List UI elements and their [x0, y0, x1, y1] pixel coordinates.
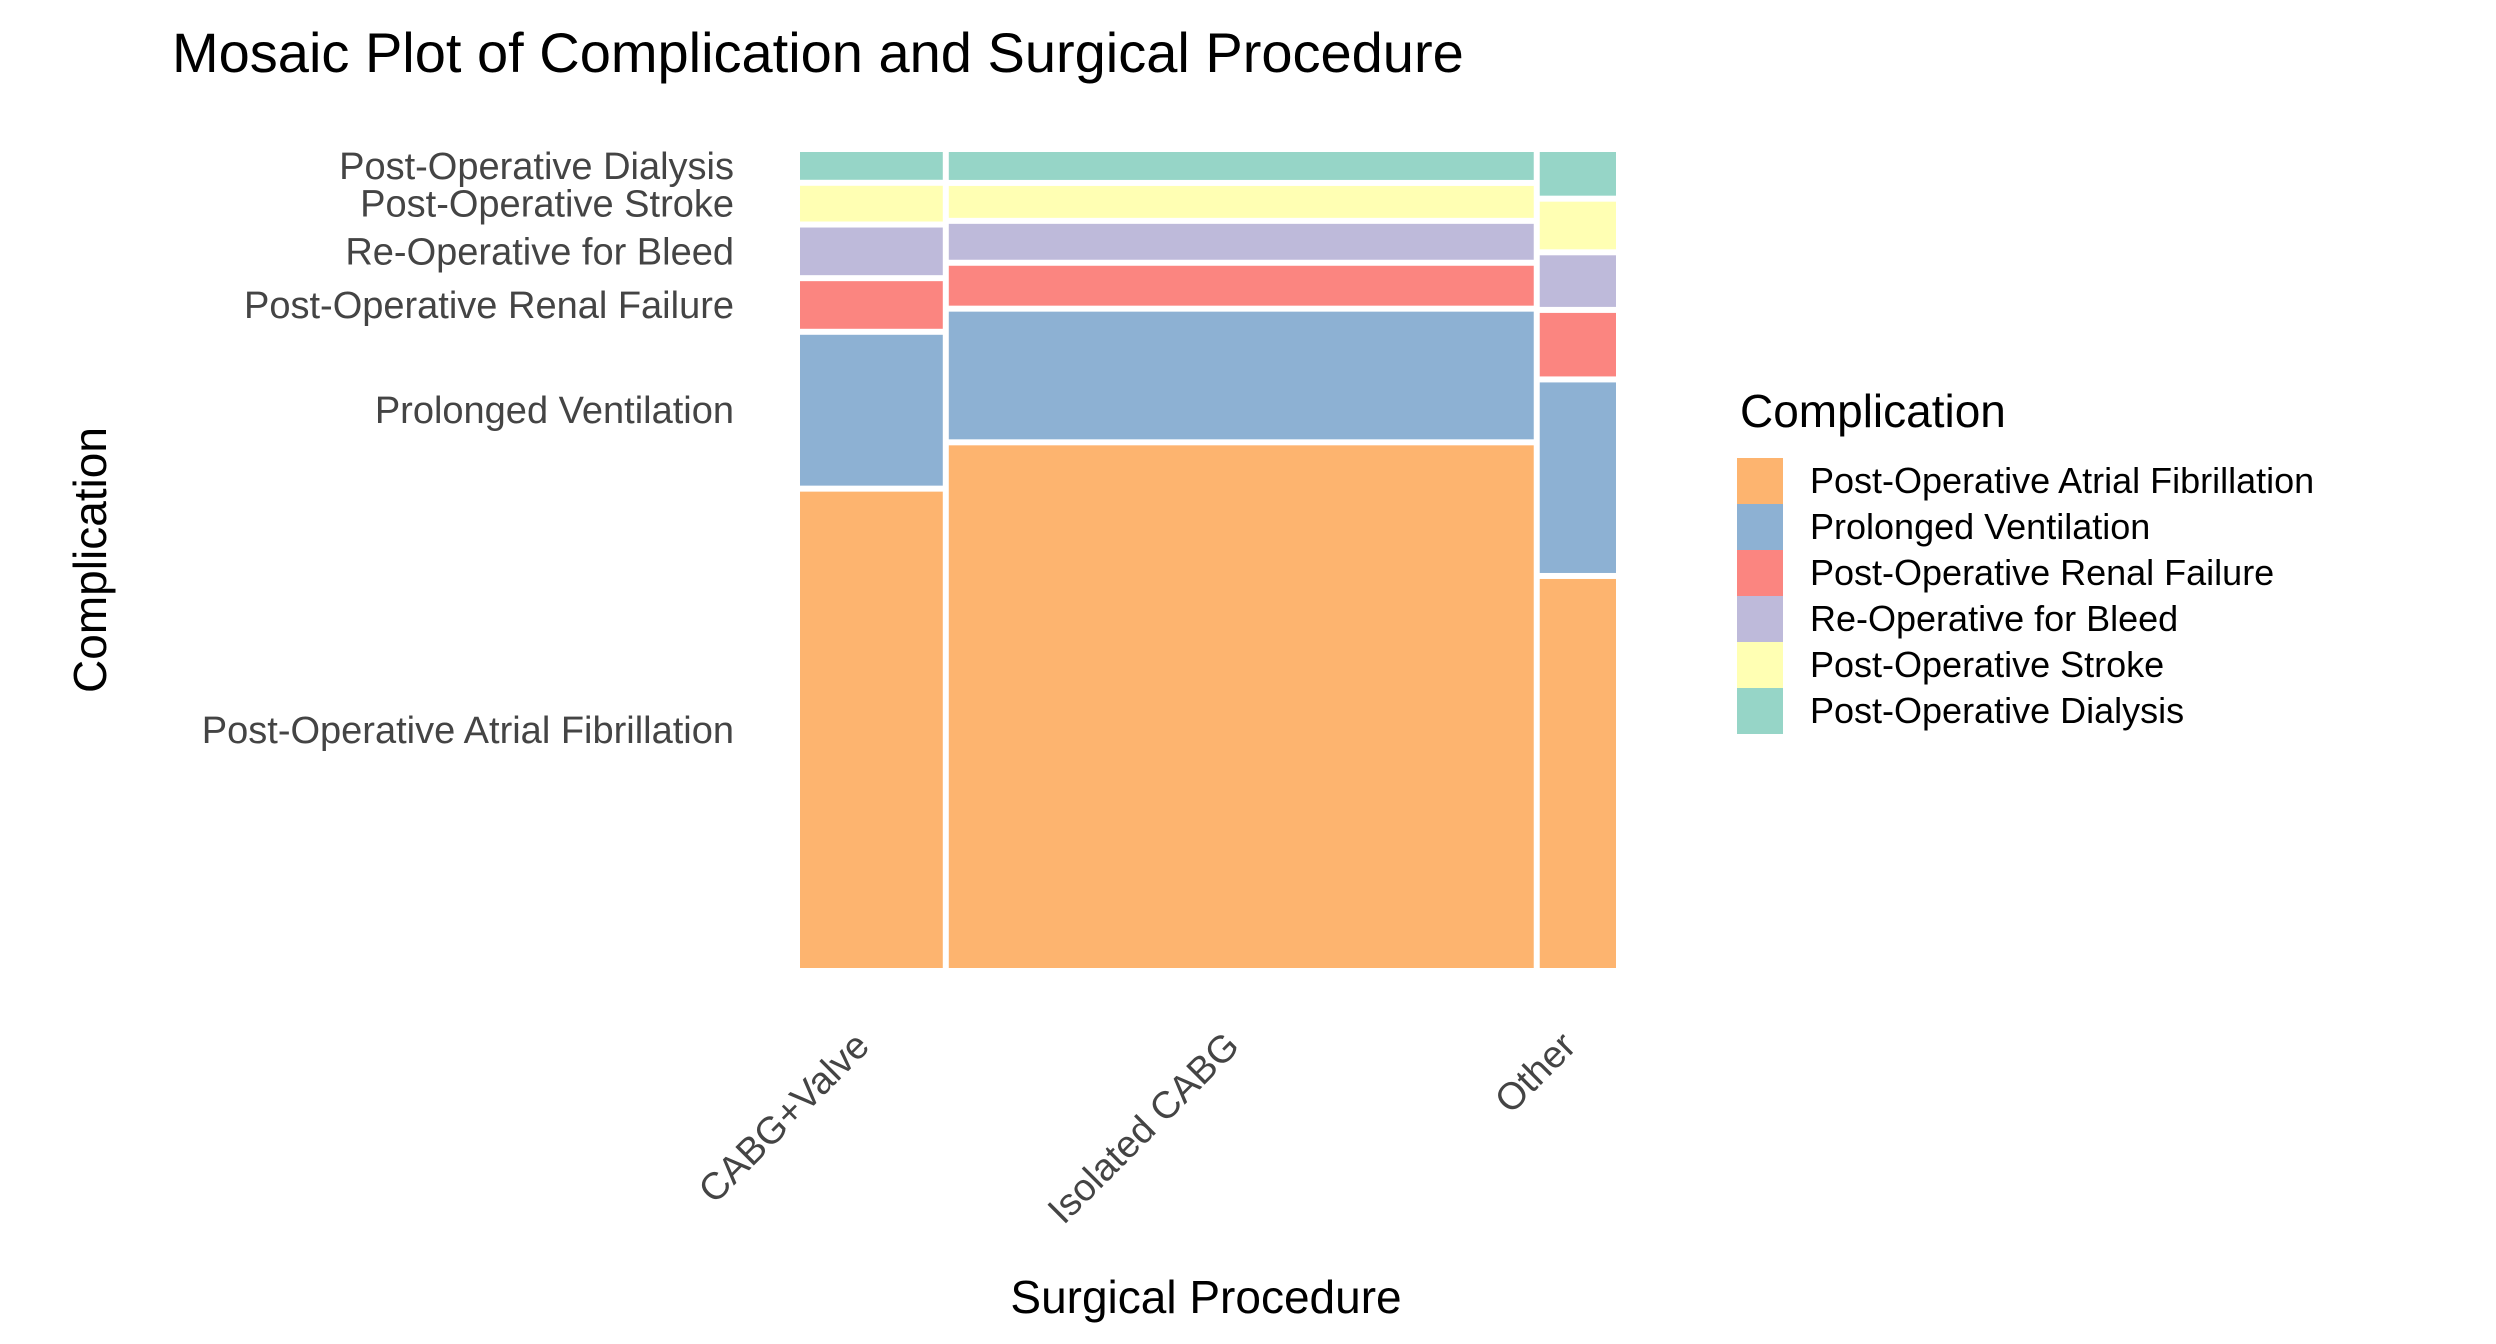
- y-tick-post-operative-stroke: Post-Operative Stroke: [360, 184, 734, 226]
- y-tick-re-operative-for-bleed: Re-Operative for Bleed: [345, 231, 734, 273]
- tile-other-post-operative-stroke: [1539, 201, 1616, 250]
- y-axis-title: Complication: [64, 427, 116, 693]
- legend-label-prolonged-ventilation: Prolonged Ventilation: [1810, 506, 2150, 547]
- tile-isolated-cabg-prolonged-ventilation: [948, 311, 1534, 440]
- legend: Complication Post-Operative Atrial Fibri…: [1737, 385, 2314, 734]
- tile-cabg-valve-post-operative-stroke: [800, 185, 943, 222]
- x-tick-cabg-valve: CABG+Valve: [691, 1025, 878, 1212]
- tile-isolated-cabg-post-operative-stroke: [948, 185, 1534, 218]
- y-tick-post-operative-renal-failure: Post-Operative Renal Failure: [244, 285, 734, 327]
- tile-isolated-cabg-re-operative-for-bleed: [948, 223, 1534, 260]
- tile-other-post-operative-dialysis: [1539, 152, 1616, 196]
- tile-isolated-cabg-post-operative-dialysis: [948, 152, 1534, 180]
- legend-swatch-post-operative-dialysis: [1737, 688, 1783, 734]
- mosaic-tiles: [800, 152, 1616, 969]
- tile-other-re-operative-for-bleed: [1539, 255, 1616, 307]
- tile-cabg-valve-post-operative-dialysis: [800, 152, 943, 180]
- tile-isolated-cabg-post-operative-renal-failure: [948, 265, 1534, 306]
- legend-swatch-post-operative-atrial-fibrillation: [1737, 458, 1783, 504]
- y-tick-prolonged-ventilation: Prolonged Ventilation: [375, 390, 734, 432]
- chart-title: Mosaic Plot of Complication and Surgical…: [172, 21, 1464, 84]
- y-tick-labels: Post-Operative Atrial Fibrillation Prolon…: [202, 146, 734, 752]
- legend-items: Post-Operative Atrial Fibrillation Prolon…: [1737, 458, 2314, 734]
- y-tick-post-operative-atrial-fibrillation: Post-Operative Atrial Fibrillation: [202, 710, 734, 752]
- tile-cabg-valve-post-operative-renal-failure: [800, 281, 943, 329]
- tile-isolated-cabg-post-operative-atrial-fibrillation: [948, 445, 1534, 969]
- tile-cabg-valve-post-operative-atrial-fibrillation: [800, 491, 943, 968]
- legend-swatch-prolonged-ventilation: [1737, 504, 1783, 550]
- legend-swatch-post-operative-renal-failure: [1737, 550, 1783, 596]
- tile-other-post-operative-renal-failure: [1539, 312, 1616, 377]
- legend-label-re-operative-for-bleed: Re-Operative for Bleed: [1810, 598, 2178, 639]
- x-tick-isolated-cabg: Isolated CABG: [1040, 1025, 1247, 1232]
- legend-swatch-post-operative-stroke: [1737, 642, 1783, 688]
- legend-label-post-operative-renal-failure: Post-Operative Renal Failure: [1810, 552, 2274, 593]
- legend-title: Complication: [1740, 385, 2006, 437]
- y-tick-post-operative-dialysis: Post-Operative Dialysis: [339, 146, 734, 188]
- tile-cabg-valve-re-operative-for-bleed: [800, 227, 943, 276]
- legend-label-post-operative-stroke: Post-Operative Stroke: [1810, 644, 2164, 685]
- tile-cabg-valve-prolonged-ventilation: [800, 334, 943, 486]
- tile-other-prolonged-ventilation: [1539, 382, 1616, 573]
- legend-label-post-operative-atrial-fibrillation: Post-Operative Atrial Fibrillation: [1810, 460, 2314, 501]
- x-axis-title: Surgical Procedure: [1010, 1271, 1401, 1323]
- x-tick-labels: CABG+Valve Isolated CABG Other: [691, 1024, 1584, 1232]
- tile-other-post-operative-atrial-fibrillation: [1539, 578, 1616, 968]
- legend-swatch-re-operative-for-bleed: [1737, 596, 1783, 642]
- legend-label-post-operative-dialysis: Post-Operative Dialysis: [1810, 690, 2184, 731]
- x-tick-other: Other: [1487, 1024, 1584, 1121]
